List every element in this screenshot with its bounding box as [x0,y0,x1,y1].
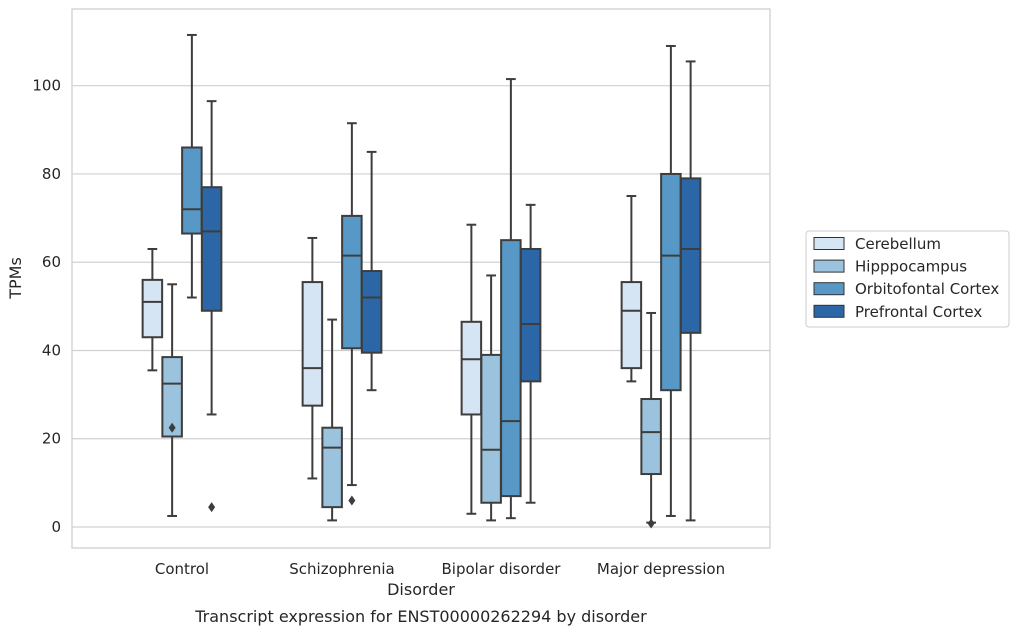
box-iqr [480,353,502,504]
legend-swatch [813,259,845,273]
box-iqr [141,278,164,339]
outlier-point [168,422,176,433]
y-tick-label: 60 [42,253,61,271]
y-tick-label: 80 [42,165,61,183]
x-tick-label: Schizophrenia [289,560,394,578]
legend-swatch [813,237,845,250]
boxes [141,33,702,529]
box-prefrontal-cortex [679,60,702,522]
legend-label: Cerebellum [855,235,941,253]
outlier-point [348,495,356,506]
legend-frame [805,230,1010,328]
y-axis-ticks: 0 20 40 60 80 100 [32,77,61,536]
x-tick-label: Major depression [597,560,725,578]
box-hipppocampus [640,311,662,529]
box-iqr [500,239,522,498]
x-axis-label: Disorder [387,580,455,599]
box-cerebellum [620,195,643,383]
outlier-point [647,518,655,529]
x-axis-ticks: Control Schizophrenia Bipolar disorder Majo… [155,560,725,578]
y-tick-label: 40 [42,341,61,359]
chart-caption: Transcript expression for ENST0000026229… [194,607,647,626]
outlier-point [208,502,216,513]
x-tick-label: Control [155,560,209,578]
legend-swatch [813,282,845,296]
box-cerebellum [141,247,164,372]
box-iqr [360,270,383,354]
box-orbitofontal-cortex [500,78,522,520]
box-prefrontal-cortex [200,100,223,513]
box-iqr [321,426,343,509]
box-orbitofontal-cortex [181,33,203,299]
box-iqr [181,146,203,235]
box-cerebellum [301,236,324,480]
y-axis-label: TPMs [6,257,25,300]
legend-label: Hipppocampus [855,258,967,276]
legend-label: Orbitofontal Cortex [855,280,999,298]
box-hipppocampus [480,274,502,522]
box-iqr [301,281,324,407]
box-orbitofontal-cortex [341,122,363,506]
box-iqr [161,356,183,438]
legend-swatch [813,304,845,318]
box-hipppocampus [321,318,343,522]
box-iqr [200,186,223,312]
box-iqr [640,398,662,476]
plot-frame [71,8,771,549]
legend-label: Prefrontal Cortex [855,303,982,321]
y-tick-label: 100 [32,77,61,95]
legend: Cerebellum Hipppocampus Orbitofontal Corte… [805,230,1010,328]
box-cerebellum [460,223,483,515]
box-iqr [679,177,702,334]
box-iqr [660,172,682,392]
y-tick-label: 20 [42,430,61,448]
box-iqr [341,214,363,350]
box-orbitofontal-cortex [660,44,682,517]
box-iqr [460,320,483,416]
box-prefrontal-cortex [360,150,383,392]
box-prefrontal-cortex [519,203,542,504]
box-iqr [519,247,542,383]
box-hipppocampus [161,283,183,517]
x-tick-label: Bipolar disorder [442,560,562,578]
box-iqr [620,281,643,370]
y-tick-label: 0 [51,518,61,536]
